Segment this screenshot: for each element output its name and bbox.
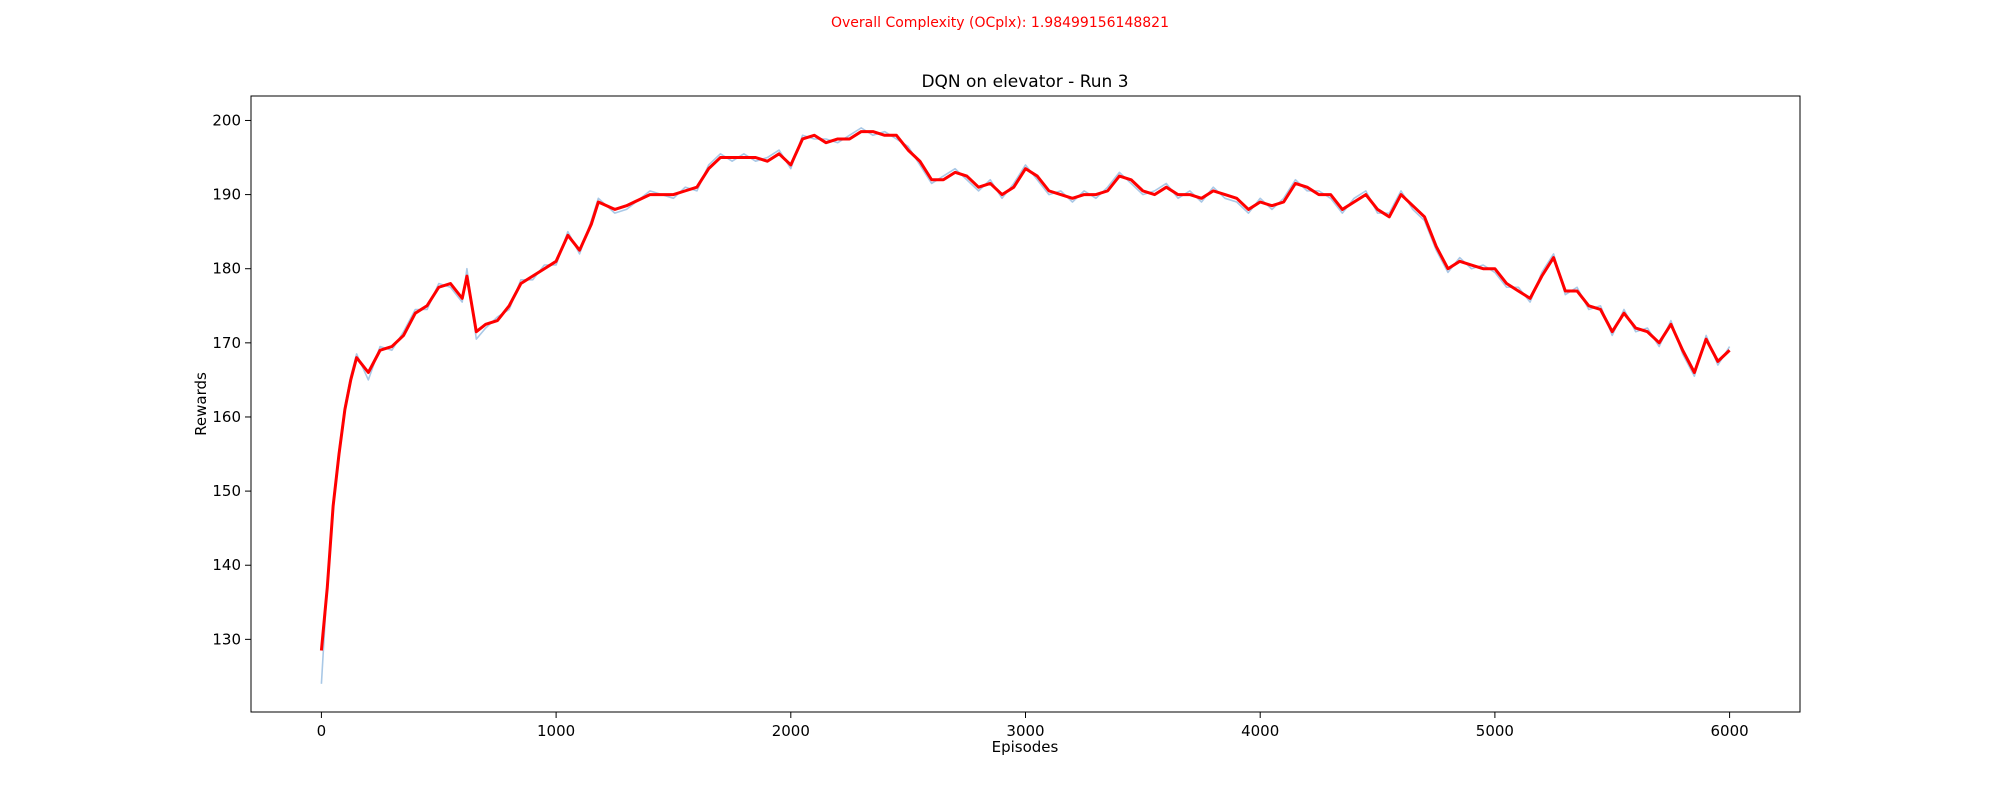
x-tick-label: 3000 bbox=[1006, 722, 1044, 740]
x-tick-label: 5000 bbox=[1476, 722, 1514, 740]
series-line bbox=[320, 127, 1731, 684]
x-tick-label: 1000 bbox=[537, 722, 575, 740]
y-tick-label: 150 bbox=[212, 482, 241, 500]
y-tick-label: 170 bbox=[212, 334, 241, 352]
chart-title: DQN on elevator - Run 3 bbox=[921, 72, 1128, 92]
y-tick-label: 190 bbox=[212, 186, 241, 204]
y-tick-label: 130 bbox=[212, 630, 241, 648]
suptitle: Overall Complexity (OCplx): 1.9849915614… bbox=[831, 15, 1169, 31]
y-tick-label: 180 bbox=[212, 260, 241, 278]
x-tick-label: 6000 bbox=[1710, 722, 1748, 740]
x-tick-label: 2000 bbox=[772, 722, 810, 740]
x-tick-label: 0 bbox=[317, 722, 327, 740]
x-axis-label: Episodes bbox=[992, 738, 1059, 756]
series-line bbox=[319, 130, 1731, 651]
y-tick-label: 160 bbox=[212, 408, 241, 426]
y-tick-label: 140 bbox=[212, 556, 241, 574]
plot-frame bbox=[250, 95, 1801, 713]
y-tick-label: 200 bbox=[212, 111, 241, 129]
y-axis-label: Rewards bbox=[192, 372, 210, 436]
x-tick-label: 4000 bbox=[1241, 722, 1279, 740]
